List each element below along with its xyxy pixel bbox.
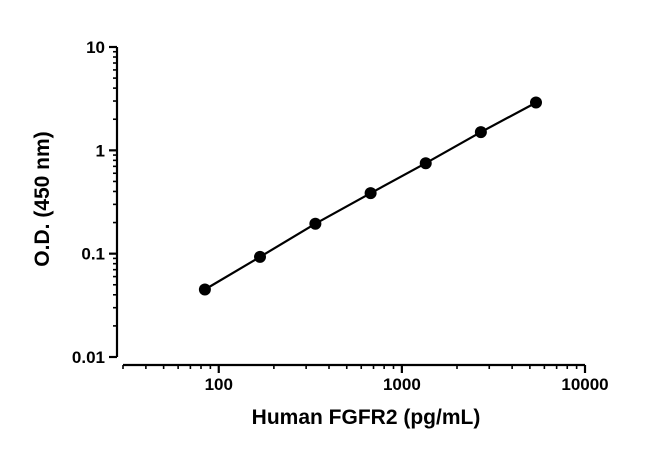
data-point [419, 157, 432, 170]
data-point [474, 126, 487, 139]
x-tick-label: 10000 [561, 375, 608, 394]
data-point [364, 187, 377, 200]
y-tick-label: 1 [96, 141, 105, 160]
x-tick-label: 100 [205, 375, 233, 394]
y-tick-label: 10 [86, 38, 105, 57]
x-axis-title: Human FGFR2 (pg/mL) [252, 406, 481, 429]
axes-layer: 0.01 0.1 1 10 100 1000 10000 [72, 38, 609, 394]
data-point [529, 96, 542, 109]
y-tick-label: 0.1 [81, 245, 105, 264]
data-point [254, 250, 267, 263]
data-point [198, 283, 211, 296]
y-tick-label: 0.01 [72, 348, 105, 367]
x-tick-label: 1000 [383, 375, 421, 394]
data-point [309, 217, 322, 230]
plot-layer [198, 96, 542, 296]
y-axis-title: O.D. (450 nm) [31, 131, 54, 266]
